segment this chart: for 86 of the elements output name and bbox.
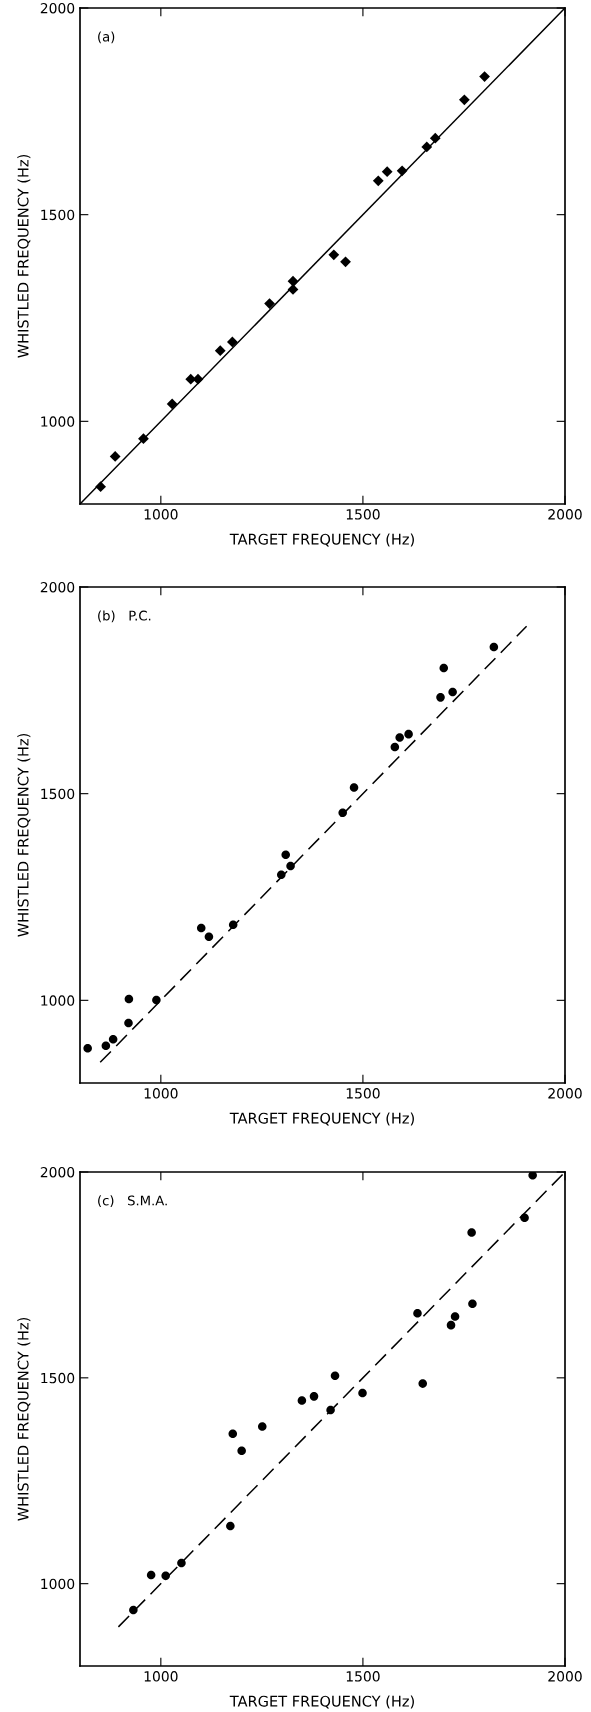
point: [468, 1299, 477, 1309]
x-tick-label: 1500: [346, 1671, 380, 1682]
point: [214, 345, 226, 357]
point: [458, 94, 470, 106]
point: [226, 1521, 235, 1531]
point: [395, 733, 404, 742]
point: [358, 1388, 367, 1398]
point: [129, 1605, 138, 1615]
point: [479, 71, 490, 82]
point: [326, 1405, 335, 1415]
point: [328, 249, 340, 261]
y-tick-label: 1000: [41, 995, 75, 1006]
y-tick-label: 1000: [41, 416, 75, 427]
y-axis-title: WHISTLED FREQUENCY (Hz): [17, 733, 31, 937]
point: [287, 275, 299, 287]
point: [467, 1228, 476, 1237]
point: [109, 451, 121, 462]
point: [226, 336, 238, 348]
x-tick-label: 2000: [548, 1671, 582, 1682]
y-tick-label: 1000: [41, 1578, 75, 1590]
point: [413, 1308, 422, 1318]
point: [228, 920, 238, 929]
point: [83, 1044, 92, 1053]
x-tick-label: 1000: [144, 509, 178, 520]
x-axis-title: TARGET FREQUENCY (Hz): [229, 1695, 414, 1709]
point: [286, 861, 295, 871]
point: [124, 1018, 133, 1028]
point: [381, 166, 393, 178]
x-tick-label: 1000: [144, 1671, 178, 1682]
point: [528, 1172, 537, 1180]
point: [421, 141, 433, 153]
x-tick-label: 1500: [346, 1088, 380, 1099]
y-tick-label: 1500: [41, 209, 75, 221]
point: [372, 175, 384, 187]
y-axis-title: WHISTLED FREQUENCY (Hz): [17, 154, 31, 358]
point: [340, 256, 351, 268]
point: [418, 1379, 428, 1388]
point: [436, 693, 445, 702]
point: [264, 298, 275, 309]
x-tick-label: 2000: [548, 509, 582, 520]
point: [281, 850, 290, 860]
point: [450, 1312, 460, 1321]
point: [429, 132, 441, 144]
y-tick-label: 1500: [41, 1372, 75, 1384]
point: [204, 932, 214, 941]
point: [138, 433, 149, 445]
point: [489, 642, 499, 652]
y-tick-label: 2000: [40, 581, 75, 593]
point: [124, 994, 134, 1004]
point: [166, 398, 178, 410]
annotation: (a): [98, 31, 115, 44]
point: [520, 1213, 529, 1222]
y-tick-label: 2000: [40, 1166, 75, 1178]
x-axis-title: TARGET FREQUENCY (Hz): [229, 1112, 414, 1126]
point: [196, 923, 206, 933]
point: [228, 1429, 238, 1439]
point: [95, 481, 106, 493]
annotation: (b) P.C.: [98, 610, 151, 623]
point: [108, 1034, 118, 1044]
point: [161, 1571, 170, 1581]
annotation: (c) S.M.A.: [98, 1195, 167, 1208]
point: [297, 1396, 307, 1405]
point: [258, 1422, 267, 1431]
point: [439, 663, 449, 673]
point: [446, 1320, 456, 1330]
x-tick-label: 1000: [144, 1088, 178, 1099]
point: [101, 1041, 111, 1051]
point: [152, 995, 161, 1005]
point: [237, 1446, 246, 1455]
x-tick-label: 2000: [548, 1088, 582, 1099]
point: [448, 687, 457, 697]
y-tick-label: 1500: [41, 788, 75, 800]
point: [276, 870, 286, 879]
y-tick-label: 2000: [40, 2, 75, 14]
y-axis-title: WHISTLED FREQUENCY (Hz): [17, 1317, 31, 1521]
x-tick-label: 1500: [346, 509, 380, 520]
point: [309, 1392, 319, 1401]
point: [349, 783, 359, 792]
x-axis-title: TARGET FREQUENCY (Hz): [229, 533, 414, 547]
point: [338, 808, 347, 817]
point: [177, 1558, 186, 1568]
point: [396, 165, 408, 177]
point: [146, 1570, 156, 1580]
point: [330, 1371, 340, 1381]
point: [404, 729, 413, 739]
point: [390, 742, 400, 752]
